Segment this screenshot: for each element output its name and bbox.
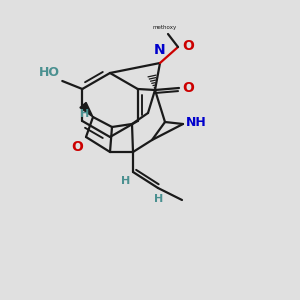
- Text: H: H: [80, 109, 89, 119]
- Text: O: O: [182, 81, 194, 95]
- Text: O: O: [71, 140, 83, 154]
- Text: NH: NH: [186, 116, 207, 128]
- Text: HO: HO: [39, 66, 60, 79]
- Text: H: H: [121, 176, 130, 186]
- Text: methoxy: methoxy: [153, 25, 177, 30]
- Polygon shape: [80, 102, 93, 117]
- Text: H: H: [154, 194, 164, 204]
- Text: N: N: [154, 43, 166, 57]
- Text: O: O: [182, 39, 194, 53]
